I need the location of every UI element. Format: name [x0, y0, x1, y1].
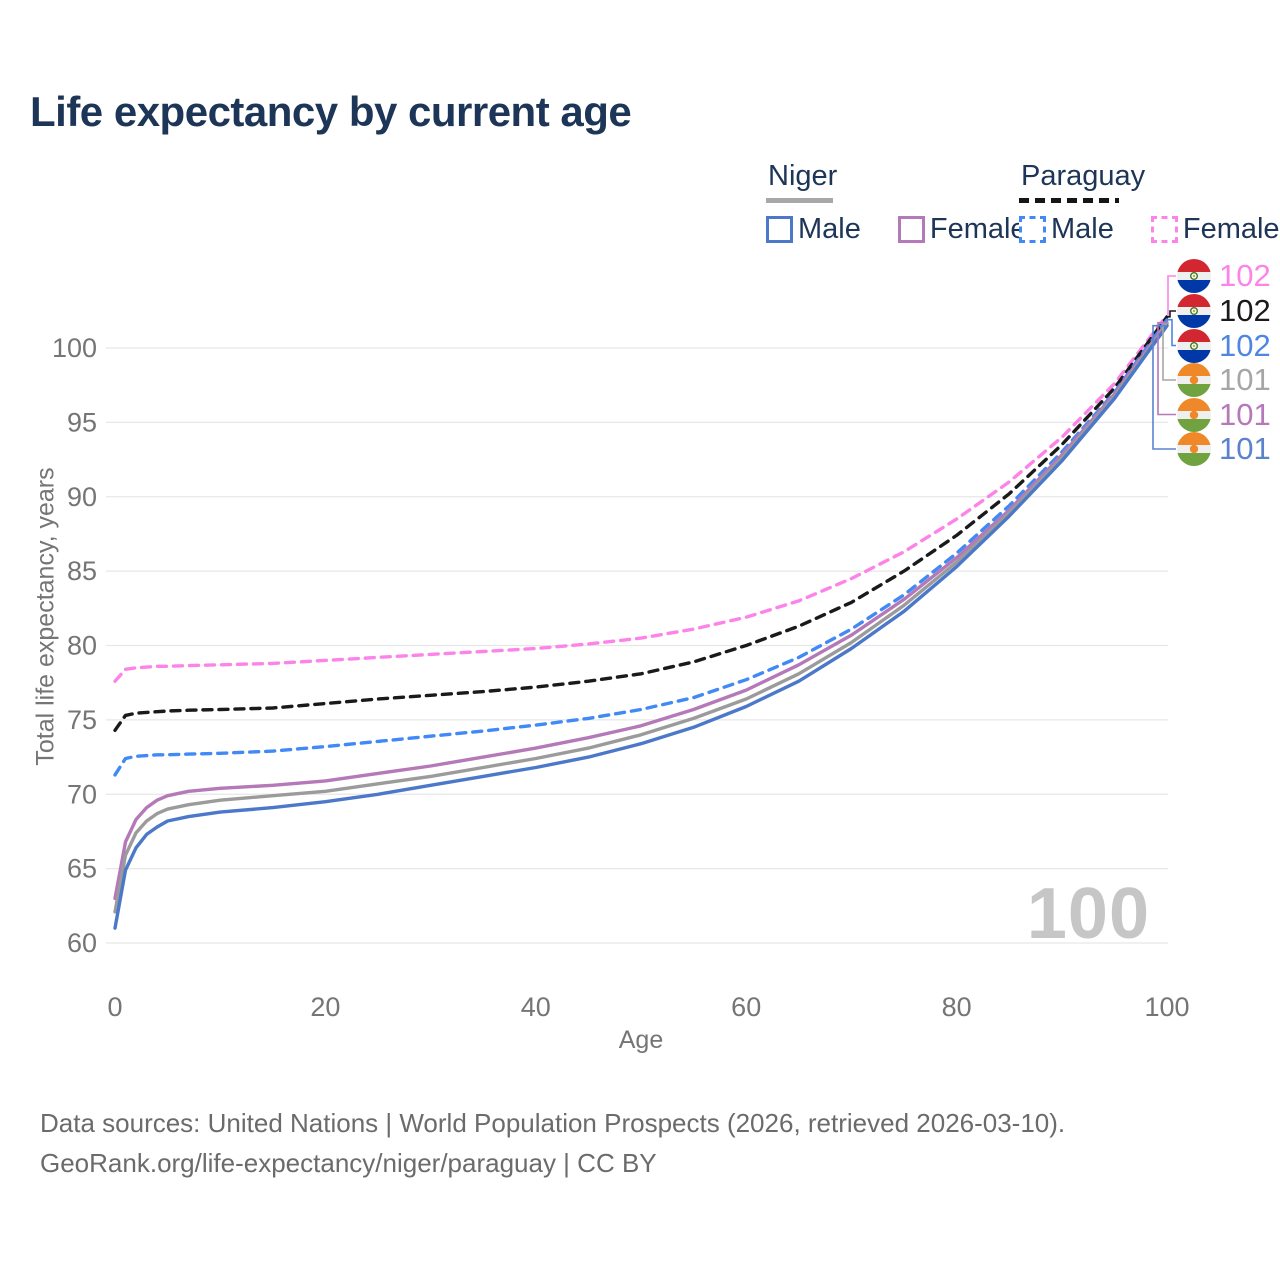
y-axis-title: Total life expectancy, years [31, 467, 60, 766]
niger-flag-icon [1177, 363, 1211, 397]
endpoint-row-paraguay: 102 [1177, 327, 1271, 363]
legend-swatch-paraguay-male [1019, 216, 1046, 243]
legend-line-sample-niger [766, 198, 833, 203]
niger-flag-icon [1177, 397, 1211, 432]
y-tick-label: 85 [67, 556, 97, 586]
endpoint-value: 101 [1219, 362, 1271, 397]
legend-swatch-niger-male [766, 216, 793, 243]
x-tick-label: 100 [1144, 992, 1189, 1022]
line-niger-total [113, 322, 1169, 914]
footer-data-sources: Data sources: United Nations | World Pop… [40, 1108, 1066, 1138]
y-tick-label: 95 [67, 407, 97, 437]
legend-country-niger: Niger [768, 160, 838, 192]
paraguay-flag-icon [1177, 328, 1211, 363]
y-tick-label: 60 [67, 928, 97, 958]
endpoint-value: 101 [1219, 431, 1271, 466]
legend-label-paraguay-female: Female [1182, 213, 1280, 245]
endpoint-row-niger: 101 [1177, 363, 1271, 397]
paraguay-flag-icon [1177, 259, 1211, 293]
endpoint-row-niger: 101 [1177, 432, 1271, 466]
endpoint-connector [1167, 318, 1176, 347]
endpoint-connector [1152, 324, 1176, 450]
x-tick-label: 0 [107, 992, 122, 1022]
x-tick-label: 60 [731, 992, 761, 1022]
line-paraguay-male [113, 318, 1169, 777]
legend-line-sample-paraguay [1019, 198, 1119, 203]
page-title: Life expectancy by current age [30, 88, 632, 135]
line-paraguay-total [113, 315, 1169, 732]
niger-flag-icon [1177, 432, 1211, 466]
endpoint-connector [1157, 321, 1176, 416]
endpoint-value: 102 [1219, 258, 1271, 293]
endpoint-row-paraguay: 102 [1177, 259, 1271, 293]
legend-swatch-niger-female [897, 216, 925, 243]
age-watermark: 100 [1026, 874, 1150, 954]
y-tick-label: 75 [67, 705, 97, 735]
paraguay-flag-icon [1177, 294, 1211, 328]
y-tick-label: 90 [67, 482, 97, 512]
legend-group-niger: Niger Male Female [766, 160, 1027, 246]
legend-label-niger-male: Male [798, 213, 861, 245]
endpoint-connector [1167, 310, 1176, 318]
x-tick-label: 80 [942, 992, 972, 1022]
line-niger-male [113, 324, 1169, 930]
y-tick-label: 100 [52, 333, 97, 363]
legend-country-paraguay: Paraguay [1021, 160, 1146, 192]
endpoint-row-niger: 101 [1177, 396, 1271, 432]
x-tick-label: 40 [521, 992, 551, 1022]
endpoint-row-paraguay: 102 [1177, 294, 1271, 328]
legend-label-paraguay-male: Male [1051, 213, 1114, 245]
endpoint-connector [1167, 275, 1176, 317]
line-paraguay-female [113, 313, 1169, 683]
y-tick-label: 65 [67, 854, 97, 884]
line-niger-female [113, 321, 1169, 901]
legend-swatch-paraguay-female [1150, 216, 1178, 243]
footer-attribution: GeoRank.org/life-expectancy/niger/paragu… [40, 1148, 657, 1178]
legend-group-paraguay: Paraguay Male Female [1019, 160, 1280, 246]
endpoint-value: 102 [1219, 293, 1271, 328]
endpoint-connector [1162, 323, 1176, 381]
y-tick-label: 80 [67, 631, 97, 661]
x-axis-title: Age [618, 1026, 664, 1054]
endpoint-value: 101 [1219, 396, 1271, 432]
x-tick-label: 20 [310, 992, 340, 1022]
legend-label-niger-female: Female [929, 213, 1027, 245]
endpoint-value: 102 [1219, 327, 1271, 363]
y-tick-label: 70 [67, 779, 97, 809]
